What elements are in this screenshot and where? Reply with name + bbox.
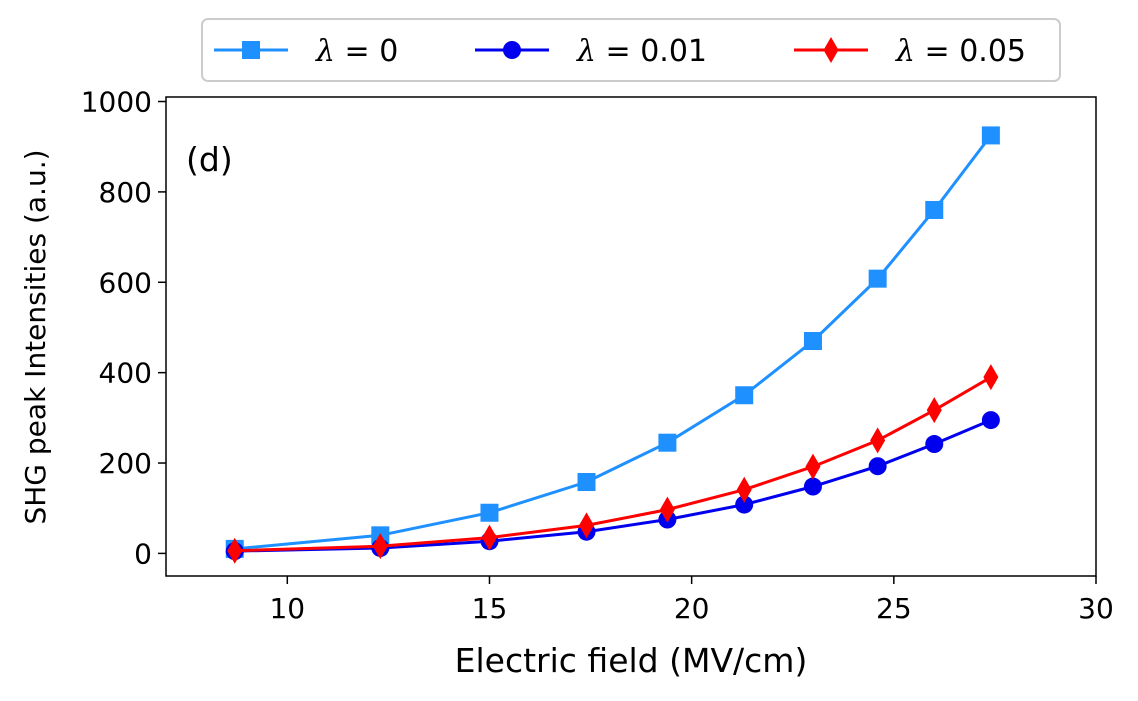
legend-entry: λ = 0.01: [475, 34, 707, 69]
data-point: [803, 477, 822, 496]
x-tick-label: 25: [876, 592, 912, 625]
x-tick-label: 10: [269, 592, 305, 625]
x-tick-label: 20: [674, 592, 710, 625]
legend: λ = 0 λ = 0.01 λ = 0.05: [201, 18, 1061, 82]
legend-label: λ = 0.01: [576, 34, 707, 69]
data-point: [803, 332, 822, 351]
data-point: [736, 476, 752, 503]
legend-marker: [242, 41, 260, 59]
data-point: [227, 537, 243, 564]
x-axis: 10 15 20 25 30: [269, 576, 1114, 625]
legend-entry: λ = 0.05: [794, 34, 1026, 69]
legend-label: λ = 0.05: [895, 34, 1026, 69]
x-tick-label: 15: [472, 592, 508, 625]
series-line: [234, 418, 992, 553]
data-point: [983, 364, 999, 391]
x-tick-label: 30: [1078, 592, 1114, 625]
y-tick-label: 1000: [81, 86, 152, 119]
legend-entry: λ = 0: [214, 34, 398, 69]
y-tick-label: 600: [99, 266, 152, 299]
legend-frame: [201, 18, 1061, 82]
data-point: [481, 524, 497, 551]
data-point: [577, 473, 596, 492]
series-layer: [225, 126, 1000, 564]
y-tick-label: 0: [134, 537, 152, 570]
data-point: [870, 427, 886, 454]
legend-marker: [823, 37, 839, 63]
data-point: [925, 435, 944, 454]
series-diamond: [227, 364, 999, 564]
plot-frame: [165, 96, 1097, 577]
y-tick-label: 200: [99, 447, 152, 480]
y-tick-label: 800: [99, 176, 152, 209]
data-point: [735, 386, 754, 405]
data-point: [926, 397, 942, 424]
y-axis: 0 200 400 600 800 1000: [81, 86, 166, 570]
data-point: [658, 433, 677, 452]
legend-marker: [503, 41, 521, 59]
data-point: [981, 126, 1000, 145]
data-point: [868, 457, 887, 476]
data-point: [480, 503, 499, 522]
data-point: [981, 411, 1000, 430]
panel-label: (d): [186, 140, 233, 179]
x-axis-title: Electric field (MV/cm): [455, 641, 808, 680]
data-point: [659, 496, 675, 523]
data-point: [735, 495, 754, 514]
data-point: [805, 453, 821, 480]
y-axis-title: SHG peak Intensities (a.u.): [19, 149, 52, 524]
data-point: [868, 269, 887, 288]
data-point: [925, 200, 944, 219]
legend-label: λ = 0: [315, 34, 398, 69]
series-line: [234, 134, 993, 551]
series-square: [225, 126, 1000, 558]
y-tick-label: 400: [99, 357, 152, 390]
data-point: [579, 512, 595, 539]
series-line: [234, 375, 992, 553]
data-point: [372, 533, 388, 560]
